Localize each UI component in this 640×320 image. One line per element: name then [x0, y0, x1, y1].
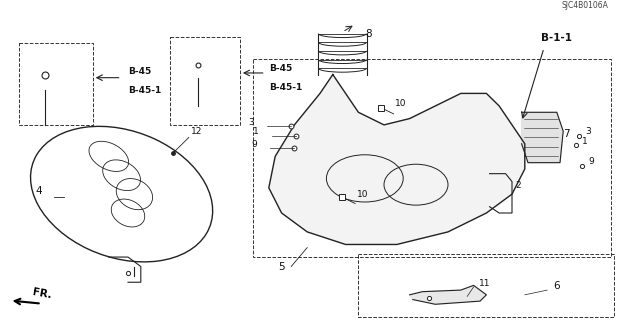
Text: 10: 10: [395, 99, 406, 108]
Text: SJC4B0106A: SJC4B0106A: [561, 1, 608, 10]
Text: B-45-1: B-45-1: [128, 86, 161, 95]
Text: 12: 12: [191, 127, 202, 136]
Text: 7: 7: [563, 130, 570, 140]
Text: B-45-1: B-45-1: [269, 83, 302, 92]
Bar: [19, 43, 93, 125]
Polygon shape: [269, 75, 525, 244]
Text: 2: 2: [515, 181, 521, 190]
Bar: [253, 59, 611, 257]
Text: 5: 5: [278, 262, 285, 272]
Text: B-1-1: B-1-1: [541, 34, 572, 44]
Text: 9: 9: [589, 157, 595, 166]
Text: FR.: FR.: [32, 287, 53, 300]
Text: 3: 3: [586, 127, 591, 136]
Text: 4: 4: [35, 186, 42, 196]
Polygon shape: [410, 285, 486, 304]
Text: 1: 1: [582, 137, 588, 146]
Text: 8: 8: [365, 29, 371, 39]
Text: 11: 11: [479, 279, 490, 288]
Bar: [358, 254, 614, 317]
Text: B-45: B-45: [128, 67, 151, 76]
Text: 1: 1: [253, 127, 259, 136]
Text: 10: 10: [357, 190, 369, 199]
Bar: [170, 37, 240, 125]
Polygon shape: [522, 112, 563, 163]
Text: B-45: B-45: [269, 64, 292, 73]
Text: 3: 3: [248, 118, 254, 127]
Text: 6: 6: [554, 281, 560, 291]
Text: 9: 9: [252, 140, 257, 149]
